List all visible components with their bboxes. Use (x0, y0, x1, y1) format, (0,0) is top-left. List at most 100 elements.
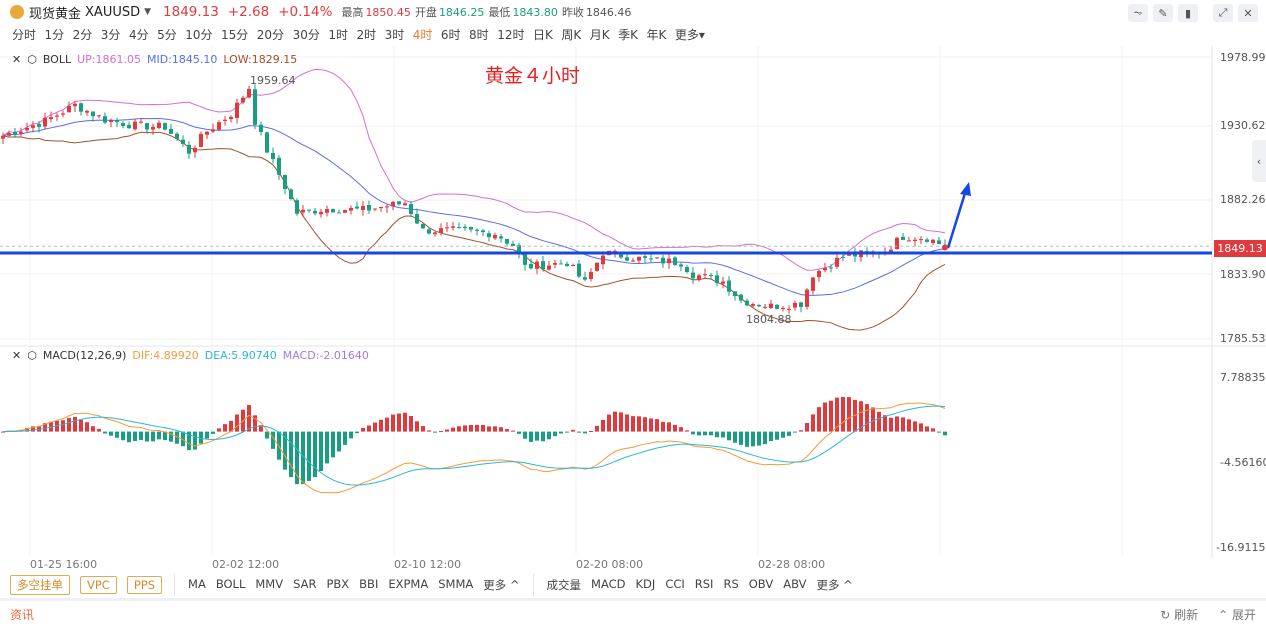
macd-bar (91, 426, 95, 432)
macd-bar (763, 431, 767, 445)
macd-bar (181, 431, 185, 447)
candle-body (655, 257, 659, 259)
sub-indicator[interactable]: RSI (694, 577, 714, 591)
macd-bar (37, 426, 41, 432)
period-tab[interactable]: 月K (589, 28, 610, 42)
main-indicator[interactable]: PBX (326, 577, 350, 591)
sub-indicator[interactable]: 更多 ^ (816, 578, 853, 592)
period-tab[interactable]: 15分 (221, 28, 249, 42)
sub-indicator[interactable]: ABV (783, 577, 807, 591)
macd-bar (937, 431, 941, 433)
period-tab[interactable]: 10分 (185, 28, 213, 42)
candle-body (367, 205, 371, 211)
period-tab[interactable]: 1时 (328, 28, 348, 42)
price-change-pct: +0.14% (278, 4, 333, 20)
kline-chart[interactable] (0, 46, 1266, 558)
trend-arrow (946, 189, 968, 249)
sub-indicator[interactable]: RS (723, 577, 739, 591)
sub-indicator[interactable]: OBV (748, 577, 774, 591)
candle-type-icon[interactable]: ▮ (1178, 4, 1198, 22)
chevron-down-icon[interactable]: ▼ (144, 7, 152, 17)
macd-bar (325, 431, 329, 464)
candle-body (583, 277, 587, 280)
candle-body (829, 267, 833, 269)
instrument-name: 现货黄金 (29, 6, 82, 22)
period-tab[interactable]: 年K (646, 28, 667, 42)
vpc-button[interactable]: VPC (80, 576, 117, 594)
macd-bar (757, 431, 761, 446)
refresh-button[interactable]: ↻ 刷新 (1160, 606, 1198, 623)
close-indicator-icon[interactable]: ✕ (12, 349, 22, 362)
period-tab[interactable]: 8时 (469, 28, 489, 42)
sub-indicator[interactable]: 成交量 (546, 578, 582, 592)
period-tab[interactable]: 4分 (128, 28, 149, 42)
news-tab[interactable]: 资讯 (10, 607, 35, 622)
macd-bar (451, 427, 455, 432)
macd-bar (841, 396, 845, 432)
period-tab[interactable]: 更多▾ (674, 28, 705, 42)
macd-bar (139, 431, 143, 440)
sub-indicator[interactable]: CCI (665, 577, 685, 591)
period-tab[interactable]: 12时 (497, 28, 525, 42)
period-tab[interactable]: 3分 (100, 28, 121, 42)
main-indicator[interactable]: EXPMA (388, 577, 429, 591)
draw-pen-icon[interactable]: ✎ (1153, 4, 1173, 22)
period-tab[interactable]: 20分 (256, 28, 285, 42)
main-indicator[interactable]: SAR (293, 577, 317, 591)
macd-bar (673, 424, 677, 432)
candle-body (541, 261, 545, 270)
candle-body (895, 237, 899, 250)
macd-bar (571, 429, 575, 432)
close-indicator-icon[interactable]: ✕ (12, 53, 22, 66)
candle-body (919, 239, 923, 241)
candle-body (289, 189, 293, 199)
period-tab[interactable]: 30分 (292, 28, 320, 42)
macd-bar (835, 397, 839, 432)
candle-body (217, 122, 221, 130)
sub-indicator[interactable]: KDJ (635, 577, 656, 591)
period-tab[interactable]: 1分 (44, 28, 65, 42)
settings-icon[interactable]: ⬡ (27, 349, 37, 362)
candle-body (793, 302, 797, 308)
period-tab[interactable]: 分时 (12, 28, 37, 42)
macd-bar (859, 401, 863, 432)
period-tab[interactable]: 5分 (157, 28, 177, 42)
period-tab[interactable]: 6时 (440, 28, 461, 42)
main-indicator[interactable]: BBI (359, 577, 379, 591)
sub-indicator[interactable]: MACD (591, 577, 626, 591)
period-tab[interactable]: 2时 (356, 28, 377, 42)
candle-body (667, 258, 671, 264)
period-tab[interactable]: 周K (561, 28, 582, 42)
long-short-orders-button[interactable]: 多空挂单 (10, 575, 70, 595)
macd-bar (637, 416, 641, 432)
quote-header: 现货黄金 XAUUSD ▼ 1849.13 +2.68 +0.14% 最高 185… (0, 0, 1266, 24)
macd-bar (829, 400, 833, 432)
period-tab[interactable]: 4时 (412, 28, 433, 42)
settings-icon[interactable]: ⬡ (27, 53, 37, 66)
fullscreen-icon[interactable]: ⤢ (1213, 4, 1233, 22)
low-mark: 1804.88 (746, 313, 792, 326)
macd-bar (487, 426, 491, 432)
instrument-symbol[interactable]: XAUUSD (85, 4, 141, 20)
macd-bar (295, 431, 299, 485)
candle-body (523, 253, 527, 265)
main-indicator[interactable]: 更多 ^ (483, 578, 520, 592)
candle-body (643, 256, 647, 258)
period-tab[interactable]: 季K (618, 28, 638, 42)
close-icon[interactable]: ✕ (1238, 4, 1258, 22)
main-indicator[interactable]: BOLL (215, 577, 246, 591)
period-tab[interactable]: 日K (532, 28, 553, 42)
period-tab[interactable]: 2分 (72, 28, 93, 42)
candle-body (781, 308, 785, 310)
expand-button[interactable]: ⌃ 展开 (1218, 606, 1256, 623)
period-tab[interactable]: 3时 (384, 28, 405, 42)
macd-bar (679, 427, 683, 432)
indicator-icon[interactable]: ⏦ (1128, 4, 1148, 22)
main-indicator[interactable]: SMMA (438, 577, 474, 591)
main-indicator[interactable]: MMV (255, 577, 284, 591)
main-indicator[interactable]: MA (188, 577, 206, 591)
macd-dif: DIF:4.89920 (132, 349, 199, 362)
pps-button[interactable]: PPS (126, 576, 163, 594)
macd-bar (541, 431, 545, 442)
collapse-panel-handle[interactable]: ‹ (1252, 140, 1266, 182)
